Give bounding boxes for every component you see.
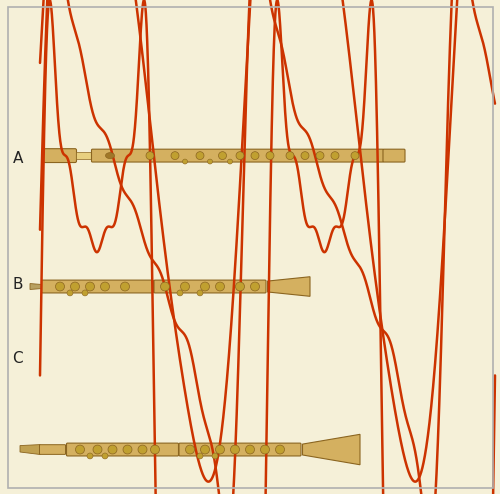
Circle shape xyxy=(186,445,194,454)
Circle shape xyxy=(251,152,259,160)
Circle shape xyxy=(82,290,88,296)
Circle shape xyxy=(70,282,80,291)
Circle shape xyxy=(218,152,226,160)
Circle shape xyxy=(87,453,93,459)
Circle shape xyxy=(351,152,359,160)
Circle shape xyxy=(150,445,160,454)
Circle shape xyxy=(196,152,204,160)
Circle shape xyxy=(200,445,209,454)
Polygon shape xyxy=(302,434,360,465)
Circle shape xyxy=(260,445,270,454)
Circle shape xyxy=(316,152,324,160)
Circle shape xyxy=(100,282,110,291)
FancyBboxPatch shape xyxy=(66,443,178,456)
Circle shape xyxy=(180,282,190,291)
Polygon shape xyxy=(268,277,310,296)
Circle shape xyxy=(177,290,183,296)
Circle shape xyxy=(230,445,239,454)
Circle shape xyxy=(236,152,244,160)
FancyBboxPatch shape xyxy=(179,443,301,456)
Circle shape xyxy=(138,445,147,454)
Circle shape xyxy=(216,445,224,454)
Circle shape xyxy=(216,282,224,291)
Circle shape xyxy=(212,453,218,459)
Circle shape xyxy=(266,152,274,160)
Circle shape xyxy=(200,282,209,291)
Circle shape xyxy=(331,152,339,160)
Circle shape xyxy=(236,282,244,291)
Circle shape xyxy=(56,282,64,291)
Circle shape xyxy=(123,445,132,454)
Ellipse shape xyxy=(106,153,114,159)
FancyBboxPatch shape xyxy=(40,445,66,454)
Text: A: A xyxy=(12,151,23,165)
Circle shape xyxy=(301,152,309,160)
Polygon shape xyxy=(30,284,42,289)
Circle shape xyxy=(276,445,284,454)
Circle shape xyxy=(182,159,188,164)
Bar xyxy=(76,152,91,160)
Circle shape xyxy=(102,453,108,459)
Text: C: C xyxy=(12,351,23,366)
Circle shape xyxy=(146,152,154,160)
FancyBboxPatch shape xyxy=(383,149,405,162)
Text: B: B xyxy=(12,277,23,291)
Polygon shape xyxy=(20,445,40,454)
Circle shape xyxy=(197,290,203,296)
Circle shape xyxy=(93,445,102,454)
FancyBboxPatch shape xyxy=(42,280,154,293)
Circle shape xyxy=(246,445,254,454)
Circle shape xyxy=(171,152,179,160)
Circle shape xyxy=(228,159,232,164)
Circle shape xyxy=(86,282,94,291)
Circle shape xyxy=(108,445,117,454)
Circle shape xyxy=(208,159,212,164)
Circle shape xyxy=(197,453,203,459)
Circle shape xyxy=(120,282,130,291)
Circle shape xyxy=(250,282,260,291)
FancyBboxPatch shape xyxy=(154,280,266,293)
FancyBboxPatch shape xyxy=(44,149,76,163)
Circle shape xyxy=(160,282,170,291)
FancyBboxPatch shape xyxy=(92,149,384,162)
Circle shape xyxy=(286,152,294,160)
Circle shape xyxy=(67,290,73,296)
Circle shape xyxy=(76,445,84,454)
